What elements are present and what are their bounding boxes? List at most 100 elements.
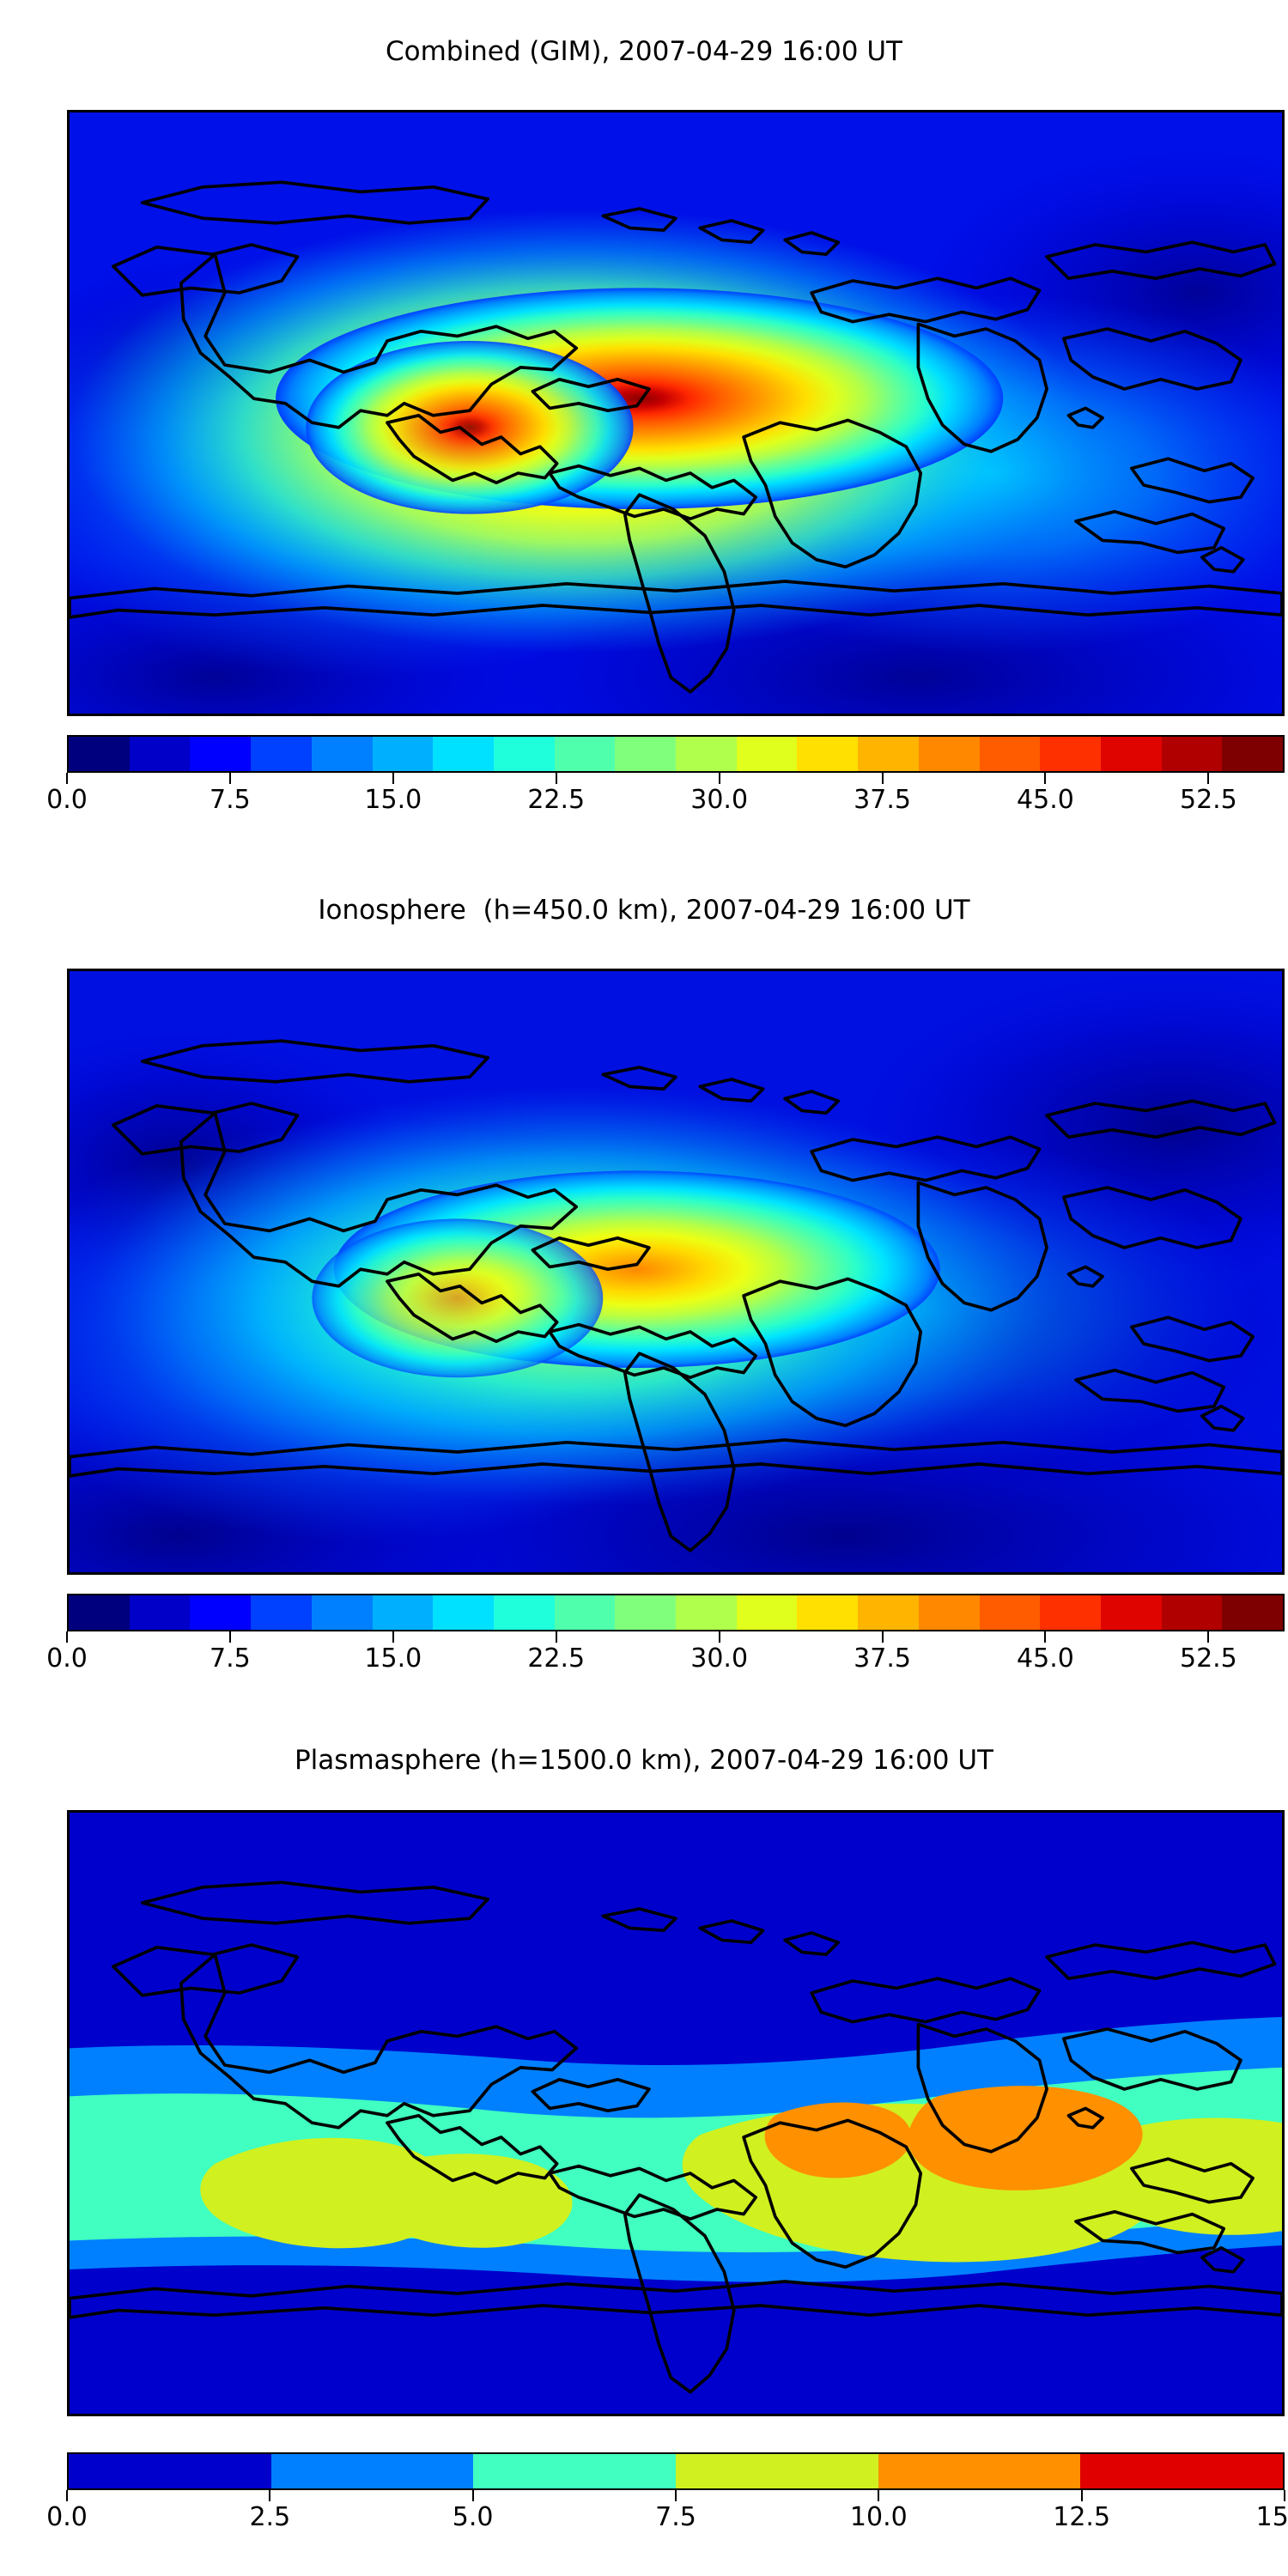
colorbar-gradient-ionosphere [67, 1594, 1285, 1631]
colorbar-segment [190, 737, 252, 771]
panel-title-ionosphere: Ionosphere (h=450.0 km), 2007-04-29 16:0… [318, 895, 970, 926]
colorbar-tick [881, 1631, 884, 1643]
colorbar-ticks-combined-gim [66, 773, 1285, 785]
colorbar-segment [736, 1595, 798, 1630]
colorbar-segment [878, 2454, 1081, 2488]
colorbar-combined-gim[interactable]: 0.0 7.5 15.0 22.5 30.0 37.5 45.0 52.5 [46, 735, 1285, 829]
colorbar-tick-label: 45.0 [1017, 785, 1074, 815]
colorbar-labels-plasmasphere: 0.0 2.5 5.0 7.5 10.0 12.5 15.0 [46, 2502, 1288, 2537]
colorbar-segment [1222, 1595, 1284, 1630]
colorbar-segment [918, 737, 980, 771]
colorbar-tick-label: 52.5 [1179, 1643, 1237, 1674]
colorbar-segment [493, 1595, 555, 1630]
colorbar-tick [66, 773, 68, 784]
colorbar-tick [66, 1631, 68, 1643]
colorbar-segment [797, 1595, 859, 1630]
colorbar-tick-label: 45.0 [1017, 1643, 1074, 1674]
colorbar-segment [1100, 737, 1162, 771]
panel-title-plasmasphere: Plasmasphere (h=1500.0 km), 2007-04-29 1… [294, 1745, 993, 1776]
colorbar-segment [1080, 2454, 1284, 2488]
colorbar-tick [1284, 2490, 1285, 2501]
colorbar-segment [918, 1595, 980, 1630]
colorbar-segment [69, 1595, 130, 1630]
map-combined-gim [67, 110, 1285, 716]
colorbar-segment [797, 737, 859, 771]
colorbar-tick-label: 10.0 [849, 2502, 908, 2532]
colorbar-segment [736, 737, 798, 771]
colorbar-tick [718, 773, 720, 784]
colorbar-tick [718, 1631, 720, 1643]
colorbar-ionosphere[interactable]: 0.0 7.5 15.0 22.5 30.0 37.5 45.0 52.5 [46, 1594, 1285, 1688]
colorbar-tick [1207, 1631, 1210, 1643]
colorbar-tick [228, 773, 231, 784]
colorbar-segment [1222, 737, 1284, 771]
colorbar-segment [270, 2454, 474, 2488]
colorbar-tick [1080, 2490, 1083, 2501]
colorbar-tick [269, 2490, 271, 2501]
colorbar-segment [251, 1595, 312, 1630]
colorbar-tick [228, 1631, 231, 1643]
panel-combined-gim: Combined (GIM), 2007-04-29 16:00 UT [0, 34, 1288, 69]
colorbar-ticks-plasmasphere [66, 2490, 1285, 2502]
colorbar-segment [676, 737, 737, 771]
colorbar-segment [1100, 1595, 1162, 1630]
panel-plasmasphere: Plasmasphere (h=1500.0 km), 2007-04-29 1… [0, 1743, 1288, 1777]
colorbar-segment [433, 737, 494, 771]
colorbar-tick [1044, 1631, 1047, 1643]
colorbar-plasmasphere[interactable]: 0.0 2.5 5.0 7.5 10.0 12.5 15.0 [46, 2452, 1288, 2547]
colorbar-gradient-plasmasphere [67, 2452, 1285, 2490]
colorbar-tick [392, 1631, 394, 1643]
map-ionosphere [67, 969, 1285, 1575]
colorbar-segment [676, 2454, 878, 2488]
colorbar-segment [615, 1595, 677, 1630]
colorbar-segment [1040, 737, 1101, 771]
colorbar-tick [878, 2490, 880, 2501]
contour-field-combined-gim [70, 112, 1282, 714]
colorbar-tick [66, 2490, 68, 2501]
colorbar-tick-label: 0.0 [46, 2502, 88, 2532]
colorbar-tick-label: 15.0 [364, 1643, 422, 1674]
colorbar-tick [555, 1631, 557, 1643]
colorbar-tick-label: 7.5 [210, 785, 251, 815]
colorbar-labels-ionosphere: 0.0 7.5 15.0 22.5 30.0 37.5 45.0 52.5 [46, 1643, 1285, 1678]
contour-field-plasmasphere [70, 1813, 1282, 2414]
colorbar-segment [858, 737, 919, 771]
colorbar-tick-label: 7.5 [655, 2502, 696, 2532]
colorbar-segment [493, 737, 555, 771]
colorbar-segment [1161, 737, 1223, 771]
map-canvas-ionosphere [70, 971, 1282, 1572]
colorbar-tick-label: 2.5 [249, 2502, 291, 2532]
colorbar-segment [129, 1595, 191, 1630]
colorbar-segment [311, 1595, 373, 1630]
colorbar-segment [372, 737, 434, 771]
colorbar-segment [190, 1595, 252, 1630]
colorbar-segment [311, 737, 373, 771]
coastlines-ionosphere [70, 1039, 1282, 1552]
colorbar-segment [1040, 1595, 1101, 1630]
colorbar-tick-label: 52.5 [1179, 785, 1237, 815]
colorbar-tick-label: 22.5 [527, 1643, 586, 1674]
colorbar-segment [615, 737, 677, 771]
map-canvas-plasmasphere [70, 1813, 1282, 2414]
colorbar-segment [433, 1595, 494, 1630]
colorbar-segment [129, 737, 191, 771]
colorbar-ticks-ionosphere [66, 1631, 1285, 1643]
colorbar-tick-label: 37.5 [854, 785, 911, 815]
coastlines-combined-gim [70, 180, 1282, 694]
colorbar-tick [1207, 773, 1210, 784]
colorbar-tick-label: 37.5 [854, 1643, 911, 1674]
map-canvas-combined-gim [70, 112, 1282, 714]
colorbar-tick-label: 30.0 [690, 785, 749, 815]
panel-title-combined-gim: Combined (GIM), 2007-04-29 16:00 UT [386, 36, 902, 67]
colorbar-tick-label: 30.0 [690, 1643, 749, 1674]
colorbar-segment [979, 1595, 1041, 1630]
colorbar-segment [554, 1595, 616, 1630]
colorbar-segment [979, 737, 1041, 771]
colorbar-segment [1161, 1595, 1223, 1630]
colorbar-tick [881, 773, 884, 784]
colorbar-labels-combined-gim: 0.0 7.5 15.0 22.5 30.0 37.5 45.0 52.5 [46, 785, 1285, 819]
colorbar-tick-label: 0.0 [46, 1643, 88, 1674]
panel-ionosphere: Ionosphere (h=450.0 km), 2007-04-29 16:0… [0, 893, 1288, 927]
map-plasmasphere [67, 1810, 1285, 2416]
